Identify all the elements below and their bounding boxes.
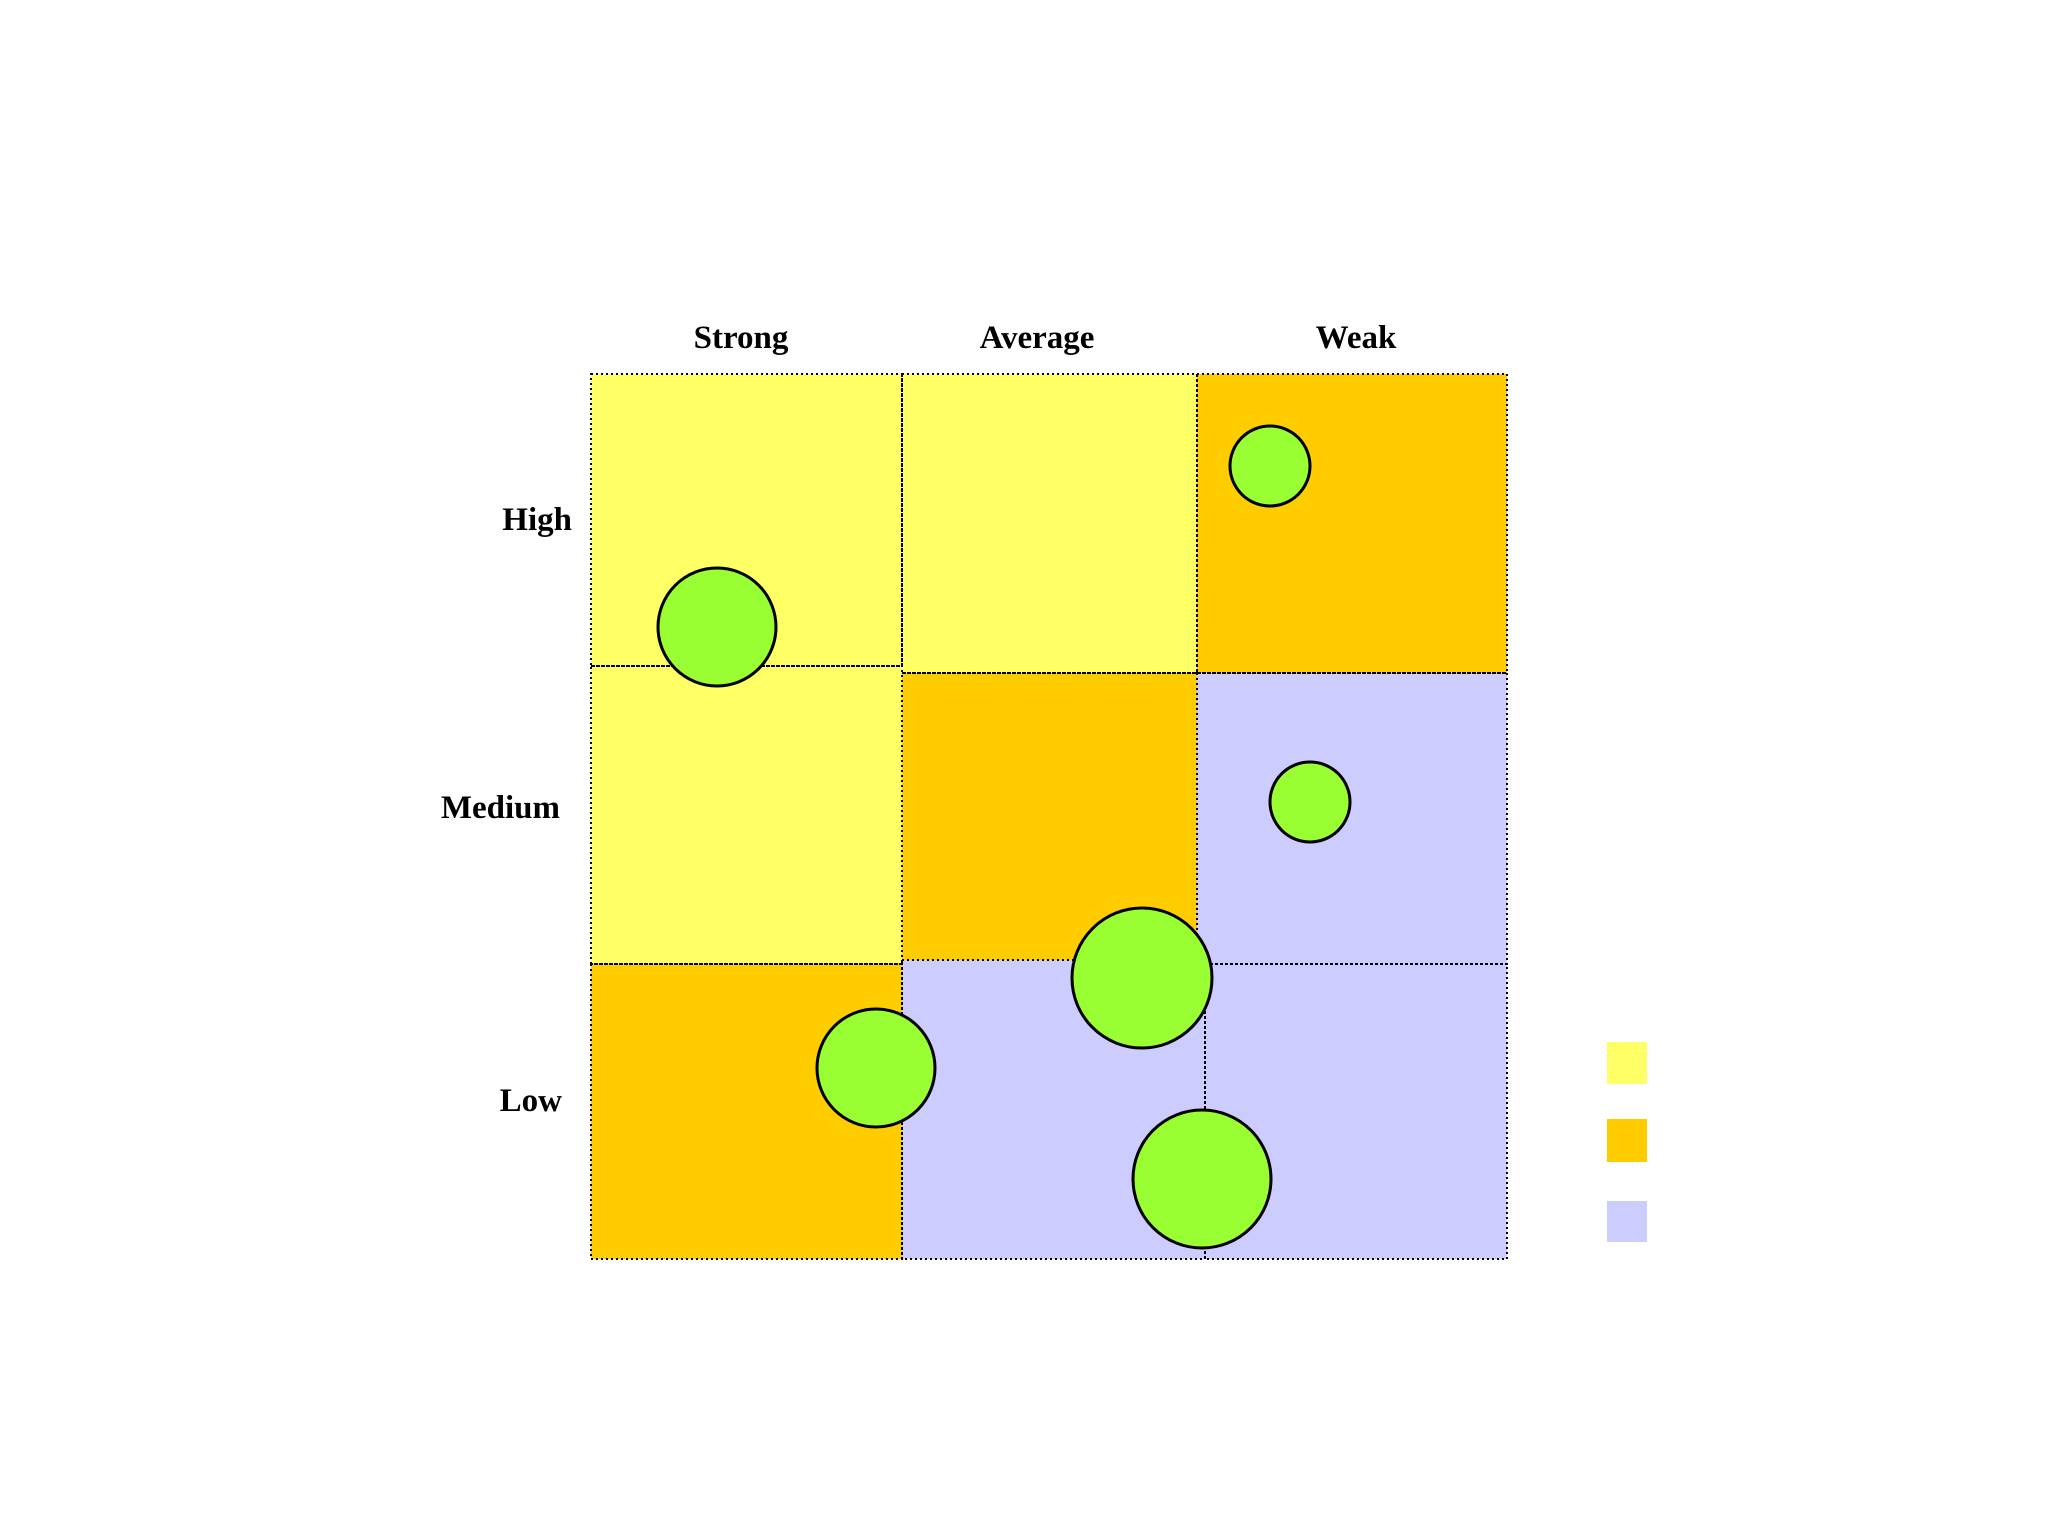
legend-swatch [1607,1119,1647,1162]
bubble [1131,1108,1273,1250]
row-header-low: Low [500,1083,563,1119]
bubble [656,566,778,688]
row-header-high: High [502,502,572,538]
column-header-weak: Weak [1316,320,1397,356]
row-header-medium: Medium [441,790,560,826]
bubble [1228,424,1312,508]
bubble [1268,760,1352,844]
bubble [1070,906,1214,1050]
column-header-strong: Strong [694,320,789,356]
cell-medium-strong [591,666,902,964]
column-header-average: Average [980,320,1095,356]
legend-swatch [1607,1201,1647,1242]
cell-high-weak [1197,374,1507,673]
cell-high-average [902,374,1197,673]
legend [1607,1042,1647,1242]
legend-swatch [1607,1042,1647,1084]
cell-medium-weak [1197,673,1507,964]
bubble [815,1007,937,1129]
